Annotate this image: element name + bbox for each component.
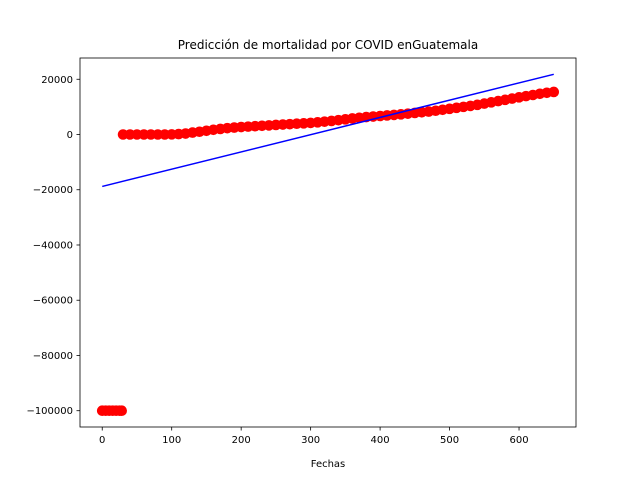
x-tick-label: 300 xyxy=(301,435,320,446)
x-axis-label: Fechas xyxy=(311,459,346,470)
axes: 0 100 200 300 400 500 600 −100000 −80000 −60000 −4… xyxy=(26,57,577,446)
x-tick-label: 100 xyxy=(162,435,181,446)
x-tick-label: 200 xyxy=(232,435,251,446)
y-tick-label: −20000 xyxy=(33,185,73,196)
y-tick-label: 0 xyxy=(67,130,73,141)
scatter-point xyxy=(548,86,560,98)
y-tick-label: −80000 xyxy=(33,351,73,362)
y-tick-label: 20000 xyxy=(41,75,73,86)
axes-frame xyxy=(79,57,577,428)
plot-area xyxy=(96,73,560,417)
regression-line xyxy=(102,73,554,188)
x-tick-label: 400 xyxy=(371,435,390,446)
scatter-point xyxy=(116,405,127,417)
y-tick-label: −40000 xyxy=(33,240,73,251)
x-tick-label: 600 xyxy=(509,435,528,446)
x-tick-label: 500 xyxy=(440,435,459,446)
chart-title: Predicción de mortalidad por COVID enGua… xyxy=(178,38,478,52)
x-tick-label: 0 xyxy=(99,435,105,446)
y-tick-label: −100000 xyxy=(26,406,73,417)
y-tick-label: −60000 xyxy=(33,296,73,307)
